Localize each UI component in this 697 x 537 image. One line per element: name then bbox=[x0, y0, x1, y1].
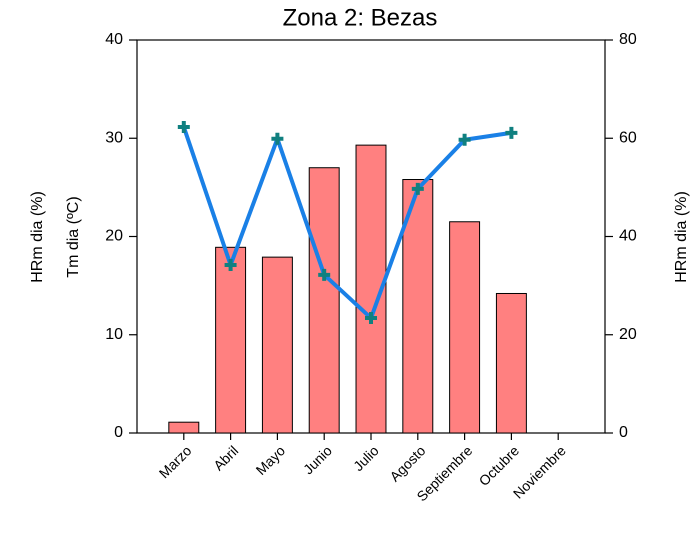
y2-tick-label: 80 bbox=[619, 31, 637, 48]
marker bbox=[411, 182, 424, 195]
marker bbox=[318, 268, 331, 281]
marker bbox=[365, 312, 377, 325]
y-tick-label: 40 bbox=[105, 31, 123, 48]
bar bbox=[261, 256, 293, 434]
y-label: HRm dia (%) bbox=[29, 191, 46, 283]
line bbox=[181, 126, 512, 321]
y-tick-label: 10 bbox=[105, 326, 123, 343]
y2-tick-label: 0 bbox=[619, 424, 628, 441]
y-label: Tm dia (ºC) bbox=[65, 196, 82, 277]
y-tick-label: 20 bbox=[105, 228, 123, 245]
x-tick-label: Julio bbox=[350, 442, 382, 474]
chart-title: Zona 2: Bezas bbox=[283, 4, 438, 31]
marker bbox=[271, 132, 284, 145]
y-tick-label: 0 bbox=[114, 424, 123, 441]
y2-tick-label: 20 bbox=[619, 326, 637, 343]
y-tick-label: 30 bbox=[105, 129, 123, 146]
x-tick-label: Octubre bbox=[476, 442, 523, 489]
x-tick-label: Mayo bbox=[253, 442, 289, 478]
x-tick-label: Junio bbox=[300, 442, 335, 477]
y2-tick-label: 60 bbox=[619, 129, 637, 146]
bar bbox=[449, 221, 481, 434]
y2-label: HRm dia (%) bbox=[673, 191, 690, 283]
marker bbox=[505, 126, 518, 139]
bar bbox=[215, 246, 247, 434]
marker bbox=[224, 258, 237, 271]
bar bbox=[495, 292, 527, 434]
x-tick-label: Abril bbox=[210, 442, 241, 473]
x-tick-label: Agosto bbox=[386, 442, 428, 484]
x-tick-label: Marzo bbox=[156, 442, 195, 481]
marker bbox=[458, 133, 471, 146]
bar bbox=[168, 421, 200, 434]
y2-tick-label: 40 bbox=[619, 228, 637, 245]
bar bbox=[308, 167, 340, 434]
marker bbox=[177, 120, 190, 133]
